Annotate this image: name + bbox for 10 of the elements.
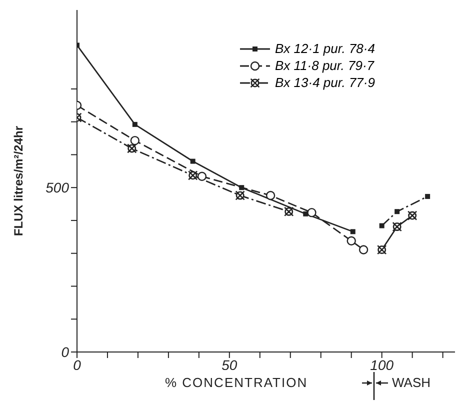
legend-label: Bx 13·4 pur. 77·9 [275, 74, 375, 91]
y-tick-label: 500 [46, 180, 70, 196]
x-tick-label: 0 [73, 356, 82, 373]
text: WASH [392, 375, 431, 390]
x-tick-label: 100 [370, 356, 394, 373]
legend-label: Bx 11·8 pur. 79·7 [275, 57, 374, 74]
y-axis-title: FLUX litres/m²/24hr [11, 126, 26, 236]
legend-label: Bx 12·1 pur. 78·4 [275, 40, 375, 57]
x-axis-title: % CONCENTRATION [165, 375, 308, 390]
x-tick-label: 50 [222, 356, 238, 373]
